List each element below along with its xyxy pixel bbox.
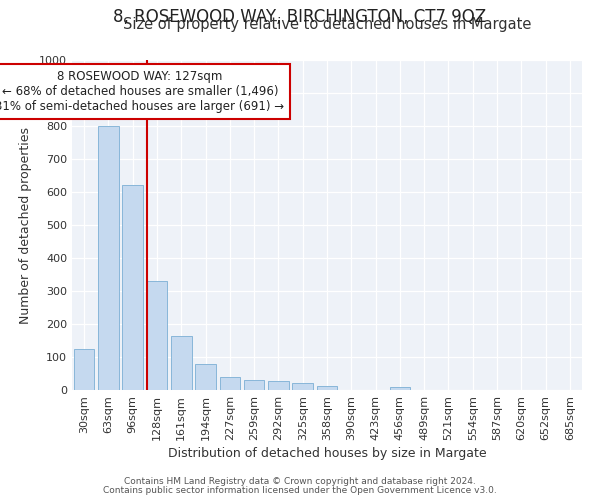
Bar bbox=[244, 380, 265, 390]
Bar bbox=[292, 384, 313, 390]
Text: Contains public sector information licensed under the Open Government Licence v3: Contains public sector information licen… bbox=[103, 486, 497, 495]
X-axis label: Distribution of detached houses by size in Margate: Distribution of detached houses by size … bbox=[167, 447, 487, 460]
Bar bbox=[98, 126, 119, 390]
Bar bbox=[122, 186, 143, 390]
Text: 8 ROSEWOOD WAY: 127sqm
← 68% of detached houses are smaller (1,496)
31% of semi-: 8 ROSEWOOD WAY: 127sqm ← 68% of detached… bbox=[0, 70, 284, 113]
Bar bbox=[220, 377, 240, 390]
Bar bbox=[171, 336, 191, 390]
Bar bbox=[317, 386, 337, 390]
Y-axis label: Number of detached properties: Number of detached properties bbox=[19, 126, 32, 324]
Bar bbox=[74, 349, 94, 390]
Bar bbox=[195, 364, 216, 390]
Text: 8, ROSEWOOD WAY, BIRCHINGTON, CT7 9QZ: 8, ROSEWOOD WAY, BIRCHINGTON, CT7 9QZ bbox=[113, 8, 487, 26]
Bar bbox=[389, 388, 410, 390]
Bar bbox=[268, 381, 289, 390]
Bar bbox=[146, 281, 167, 390]
Title: Size of property relative to detached houses in Margate: Size of property relative to detached ho… bbox=[123, 18, 531, 32]
Text: Contains HM Land Registry data © Crown copyright and database right 2024.: Contains HM Land Registry data © Crown c… bbox=[124, 477, 476, 486]
